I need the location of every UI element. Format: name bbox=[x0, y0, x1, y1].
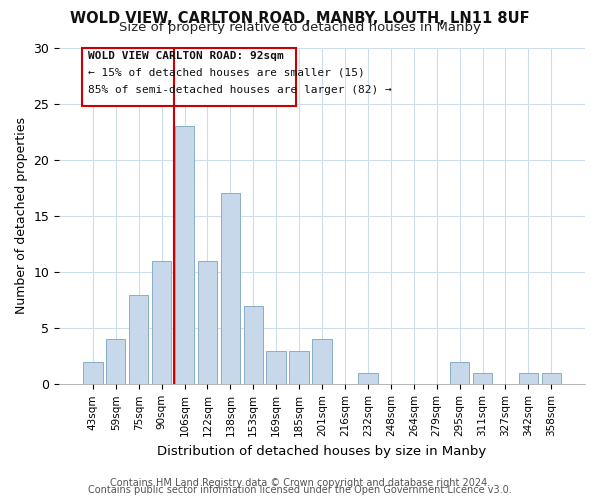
Bar bbox=[518, 373, 538, 384]
Bar bbox=[244, 306, 263, 384]
Text: WOLD VIEW, CARLTON ROAD, MANBY, LOUTH, LN11 8UF: WOLD VIEW, CARLTON ROAD, MANBY, LOUTH, L… bbox=[70, 11, 530, 26]
Bar bbox=[450, 362, 469, 384]
Bar bbox=[313, 340, 332, 384]
Text: Contains HM Land Registry data © Crown copyright and database right 2024.: Contains HM Land Registry data © Crown c… bbox=[110, 478, 490, 488]
Bar bbox=[289, 350, 309, 384]
Text: WOLD VIEW CARLTON ROAD: 92sqm: WOLD VIEW CARLTON ROAD: 92sqm bbox=[88, 52, 284, 62]
Bar bbox=[175, 126, 194, 384]
Bar bbox=[266, 350, 286, 384]
Text: Contains public sector information licensed under the Open Government Licence v3: Contains public sector information licen… bbox=[88, 485, 512, 495]
Bar bbox=[221, 194, 240, 384]
Bar bbox=[129, 294, 148, 384]
Bar bbox=[542, 373, 561, 384]
Text: ← 15% of detached houses are smaller (15): ← 15% of detached houses are smaller (15… bbox=[88, 68, 365, 78]
Text: 85% of semi-detached houses are larger (82) →: 85% of semi-detached houses are larger (… bbox=[88, 84, 392, 94]
Bar bbox=[473, 373, 493, 384]
Bar bbox=[358, 373, 377, 384]
Text: Size of property relative to detached houses in Manby: Size of property relative to detached ho… bbox=[119, 22, 481, 35]
Bar bbox=[152, 261, 172, 384]
Bar bbox=[83, 362, 103, 384]
FancyBboxPatch shape bbox=[82, 48, 296, 106]
Bar bbox=[106, 340, 125, 384]
Bar bbox=[197, 261, 217, 384]
X-axis label: Distribution of detached houses by size in Manby: Distribution of detached houses by size … bbox=[157, 444, 487, 458]
Y-axis label: Number of detached properties: Number of detached properties bbox=[15, 118, 28, 314]
